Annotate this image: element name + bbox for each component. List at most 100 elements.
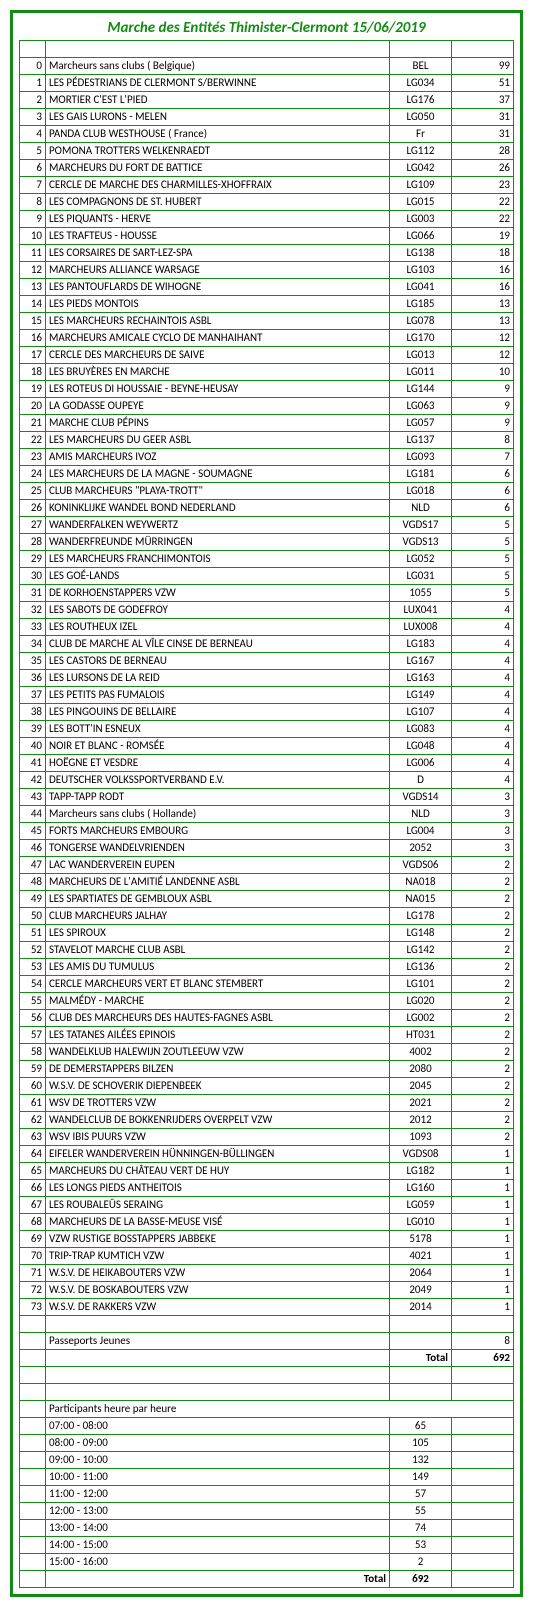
club-name: LES MARCHEURS FRANCHIMONTOIS: [46, 551, 390, 568]
hour-slot: 12:00 - 13:00: [46, 1503, 390, 1520]
club-code: LG138: [390, 245, 452, 262]
club-code: 2052: [390, 840, 452, 857]
club-index: 67: [20, 1197, 46, 1214]
club-index: 53: [20, 959, 46, 976]
passeports-label: Passeports Jeunes: [46, 1333, 390, 1350]
club-name: LES BRUYÈRES EN MARCHE: [46, 364, 390, 381]
club-count: 4: [452, 619, 514, 636]
club-code: LG020: [390, 993, 452, 1010]
club-row: 1LES PÉDESTRIANS DE CLERMONT S/BERWINNEL…: [20, 75, 514, 92]
club-row: 61WSV DE TROTTERS VZW20212: [20, 1095, 514, 1112]
hour-value: 149: [390, 1469, 452, 1486]
club-count: 1: [452, 1214, 514, 1231]
club-index: 8: [20, 194, 46, 211]
club-code: LG066: [390, 228, 452, 245]
club-index: 39: [20, 721, 46, 738]
club-count: 2: [452, 1129, 514, 1146]
club-row: 35LES CASTORS DE BERNEAULG1674: [20, 653, 514, 670]
club-row: 43TAPP-TAPP RODTVGDS143: [20, 789, 514, 806]
club-name: DE DEMERSTAPPERS BILZEN: [46, 1061, 390, 1078]
club-count: 23: [452, 177, 514, 194]
club-index: 47: [20, 857, 46, 874]
club-row: 44Marcheurs sans clubs ( Hollande)NLD3: [20, 806, 514, 823]
club-index: 50: [20, 908, 46, 925]
club-name: MALMÉDY - MARCHE: [46, 993, 390, 1010]
club-index: 32: [20, 602, 46, 619]
club-count: 9: [452, 415, 514, 432]
club-name: MARCHEURS ALLIANCE WARSAGE: [46, 262, 390, 279]
club-name: LES CASTORS DE BERNEAU: [46, 653, 390, 670]
club-count: 51: [452, 75, 514, 92]
club-count: 2: [452, 891, 514, 908]
empty-row: [20, 1384, 514, 1401]
club-count: 1: [452, 1180, 514, 1197]
club-count: 2: [452, 1044, 514, 1061]
club-index: 45: [20, 823, 46, 840]
club-count: 3: [452, 823, 514, 840]
club-code: LG052: [390, 551, 452, 568]
club-count: 28: [452, 143, 514, 160]
club-name: MARCHEURS DU CHÂTEAU VERT DE HUY: [46, 1163, 390, 1180]
club-count: 1: [452, 1197, 514, 1214]
club-name: MARCHEURS AMICALE CYCLO DE MANHAIHANT: [46, 330, 390, 347]
club-index: 24: [20, 466, 46, 483]
club-row: 48MARCHEURS DE L'AMITIÉ LANDENNE ASBLNA0…: [20, 874, 514, 891]
club-code: VGDS06: [390, 857, 452, 874]
hour-value: 53: [390, 1537, 452, 1554]
hour-value: 132: [390, 1452, 452, 1469]
club-name: WSV IBIS PUURS VZW: [46, 1129, 390, 1146]
club-code: LG059: [390, 1197, 452, 1214]
club-name: W.S.V. DE RAKKERS VZW: [46, 1299, 390, 1316]
club-count: 12: [452, 347, 514, 364]
club-name: LES ROTEUS DI HOUSSAIE - BEYNE-HEUSAY: [46, 381, 390, 398]
club-code: LG142: [390, 942, 452, 959]
club-count: 99: [452, 58, 514, 75]
grand-total-row: Total692: [20, 1350, 514, 1367]
club-index: 49: [20, 891, 46, 908]
empty-row: [20, 1316, 514, 1333]
club-count: 5: [452, 585, 514, 602]
passeports-value: 8: [452, 1333, 514, 1350]
club-name: WANDELCLUB DE BOKKENRIJDERS OVERPELT VZW: [46, 1112, 390, 1129]
club-index: 44: [20, 806, 46, 823]
club-name: LES GAIS LURONS - MELEN: [46, 109, 390, 126]
hourly-row: 09:00 - 10:00132: [20, 1452, 514, 1469]
club-name: MARCHEURS DE LA BASSE-MEUSE VISÉ: [46, 1214, 390, 1231]
club-code: 2064: [390, 1265, 452, 1282]
club-count: 2: [452, 959, 514, 976]
club-code: LG013: [390, 347, 452, 364]
club-code: NLD: [390, 500, 452, 517]
club-index: 70: [20, 1248, 46, 1265]
club-code: LG083: [390, 721, 452, 738]
hour-value: 2: [390, 1554, 452, 1571]
club-count: 10: [452, 364, 514, 381]
club-index: 31: [20, 585, 46, 602]
club-count: 22: [452, 194, 514, 211]
hourly-row: 11:00 - 12:0057: [20, 1486, 514, 1503]
hour-value: 105: [390, 1435, 452, 1452]
club-index: 36: [20, 670, 46, 687]
club-row: 64EIFELER WANDERVEREIN HÜNNINGEN-BÜLLING…: [20, 1146, 514, 1163]
club-count: 16: [452, 279, 514, 296]
club-name: LES MARCHEURS RECHAINTOIS ASBL: [46, 313, 390, 330]
club-count: 4: [452, 602, 514, 619]
club-name: WSV DE TROTTERS VZW: [46, 1095, 390, 1112]
hour-value: 57: [390, 1486, 452, 1503]
club-count: 2: [452, 993, 514, 1010]
club-index: 73: [20, 1299, 46, 1316]
club-code: 2080: [390, 1061, 452, 1078]
club-name: Marcheurs sans clubs ( Belgique): [46, 58, 390, 75]
club-code: LG181: [390, 466, 452, 483]
club-index: 6: [20, 160, 46, 177]
club-name: LES ROUBALEÛS SERAING: [46, 1197, 390, 1214]
club-row: 58WANDELKLUB HALEWIJN ZOUTLEEUW VZW40022: [20, 1044, 514, 1061]
club-index: 17: [20, 347, 46, 364]
club-name: W.S.V. DE BOSKABOUTERS VZW: [46, 1282, 390, 1299]
club-row: 8LES COMPAGNONS DE ST. HUBERTLG01522: [20, 194, 514, 211]
club-row: 24LES MARCHEURS DE LA MAGNE - SOUMAGNELG…: [20, 466, 514, 483]
club-code: LG063: [390, 398, 452, 415]
club-row: 19LES ROTEUS DI HOUSSAIE - BEYNE-HEUSAYL…: [20, 381, 514, 398]
club-name: CERCLE DES MARCHEURS DE SAIVE: [46, 347, 390, 364]
club-row: 33LES ROUTHEUX IZELLUX0084: [20, 619, 514, 636]
club-name: HOËGNE ET VESDRE: [46, 755, 390, 772]
